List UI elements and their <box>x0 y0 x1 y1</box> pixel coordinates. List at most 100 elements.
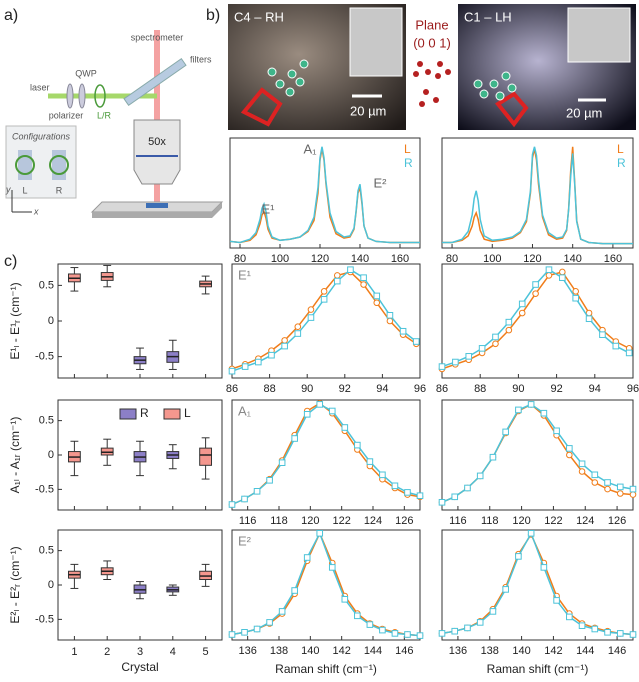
x-tick-label: 94 <box>589 383 601 395</box>
point <box>578 468 586 475</box>
point <box>540 564 548 571</box>
micrograph: C4 – RH 20 µm <box>228 4 406 130</box>
config-arrow <box>15 155 35 175</box>
legend-entry: L <box>617 142 624 156</box>
point <box>572 294 580 302</box>
label: polarizer <box>49 110 84 120</box>
x-tick-label: 140 <box>351 253 369 265</box>
point <box>379 471 386 479</box>
point <box>532 281 539 288</box>
x-tick-label: 126 <box>608 515 626 527</box>
x-tick-label: 124 <box>364 515 382 527</box>
point <box>599 331 606 338</box>
point <box>291 435 298 442</box>
stage-side <box>92 202 222 218</box>
point <box>278 608 286 615</box>
point <box>333 277 341 285</box>
objective <box>133 119 181 185</box>
peak-label: A₁ <box>303 141 317 156</box>
micrograph-title: C4 – RH <box>234 9 284 24</box>
point <box>559 268 566 276</box>
point <box>316 530 324 537</box>
point <box>553 597 560 604</box>
x-tick-label: 3 <box>137 646 143 658</box>
x-tick-label: 140 <box>301 645 319 657</box>
x-tick-label: 80 <box>234 253 246 265</box>
point <box>591 625 599 633</box>
plot-frame <box>441 529 634 641</box>
point <box>527 530 535 537</box>
point <box>545 272 553 279</box>
x-tick-label: 136 <box>238 645 256 657</box>
x-axis-label: Raman shift (cm⁻¹) <box>487 662 589 676</box>
point <box>291 587 298 594</box>
point <box>412 338 420 345</box>
x-axis-label: Crystal <box>121 660 158 674</box>
series-line <box>442 146 633 245</box>
point <box>572 288 580 295</box>
point <box>307 306 315 313</box>
point <box>386 312 394 319</box>
point <box>465 353 473 360</box>
x-tick-label: 5 <box>203 646 209 658</box>
label: y <box>5 184 11 194</box>
point <box>612 342 620 350</box>
point <box>268 351 275 359</box>
scale-label: 20 µm <box>350 103 386 118</box>
point <box>303 554 311 561</box>
point <box>228 631 236 638</box>
legend-entry: R <box>617 156 626 170</box>
point <box>502 428 509 436</box>
point <box>328 407 336 415</box>
x-tick-label: 1 <box>71 646 77 658</box>
label: spectrometer <box>131 32 184 42</box>
x-tick-label: 146 <box>608 645 626 657</box>
plane-label: Plane <box>415 17 448 32</box>
x-tick-label: 160 <box>391 253 409 265</box>
point <box>489 608 497 615</box>
point <box>553 427 560 435</box>
inset <box>567 7 631 63</box>
handedness-icon <box>94 84 106 108</box>
config-arrow <box>49 155 69 175</box>
label: L/R <box>97 110 112 120</box>
y-axis-label: A₁ₗ - A₁ᵣ (cm⁻¹) <box>8 417 22 494</box>
point <box>451 493 459 501</box>
x-tick-label: 2 <box>104 646 110 658</box>
series-line <box>441 531 634 636</box>
legend-entry: L <box>404 142 411 156</box>
label: laser <box>30 82 50 92</box>
panel-label: a) <box>4 7 18 24</box>
x-tick-label: 88 <box>263 383 275 395</box>
point <box>360 274 367 281</box>
x-tick-label: 118 <box>481 515 499 527</box>
x-tick-label: 90 <box>301 383 313 395</box>
legend-entry: L <box>184 406 191 420</box>
setup-diagram: spectrometer filters laser QWP polarizer… <box>5 30 224 218</box>
plot-frame <box>441 399 634 511</box>
point <box>476 619 484 626</box>
x-tick-label: 120 <box>512 515 530 527</box>
point <box>341 596 349 603</box>
point <box>545 266 553 273</box>
x-tick-label: 120 <box>311 253 329 265</box>
panel-tag: E¹ <box>238 267 252 282</box>
x-tick-label: 138 <box>481 645 499 657</box>
x-tick-label: 136 <box>449 645 467 657</box>
point <box>476 472 484 480</box>
config-slab <box>18 150 32 180</box>
plot-frame <box>231 263 421 379</box>
label: R <box>56 185 63 195</box>
y-tick-label: -0.5 <box>35 483 54 495</box>
point <box>566 613 573 621</box>
point <box>478 345 486 352</box>
legend-swatch <box>119 408 137 420</box>
y-tick-label: 0.5 <box>39 279 54 291</box>
point <box>333 272 341 279</box>
point <box>489 453 497 461</box>
x-tick-label: 116 <box>449 515 467 527</box>
x-tick-label: 140 <box>512 645 530 657</box>
point <box>505 318 513 326</box>
point <box>616 490 624 497</box>
x-tick-label: 86 <box>436 383 448 395</box>
